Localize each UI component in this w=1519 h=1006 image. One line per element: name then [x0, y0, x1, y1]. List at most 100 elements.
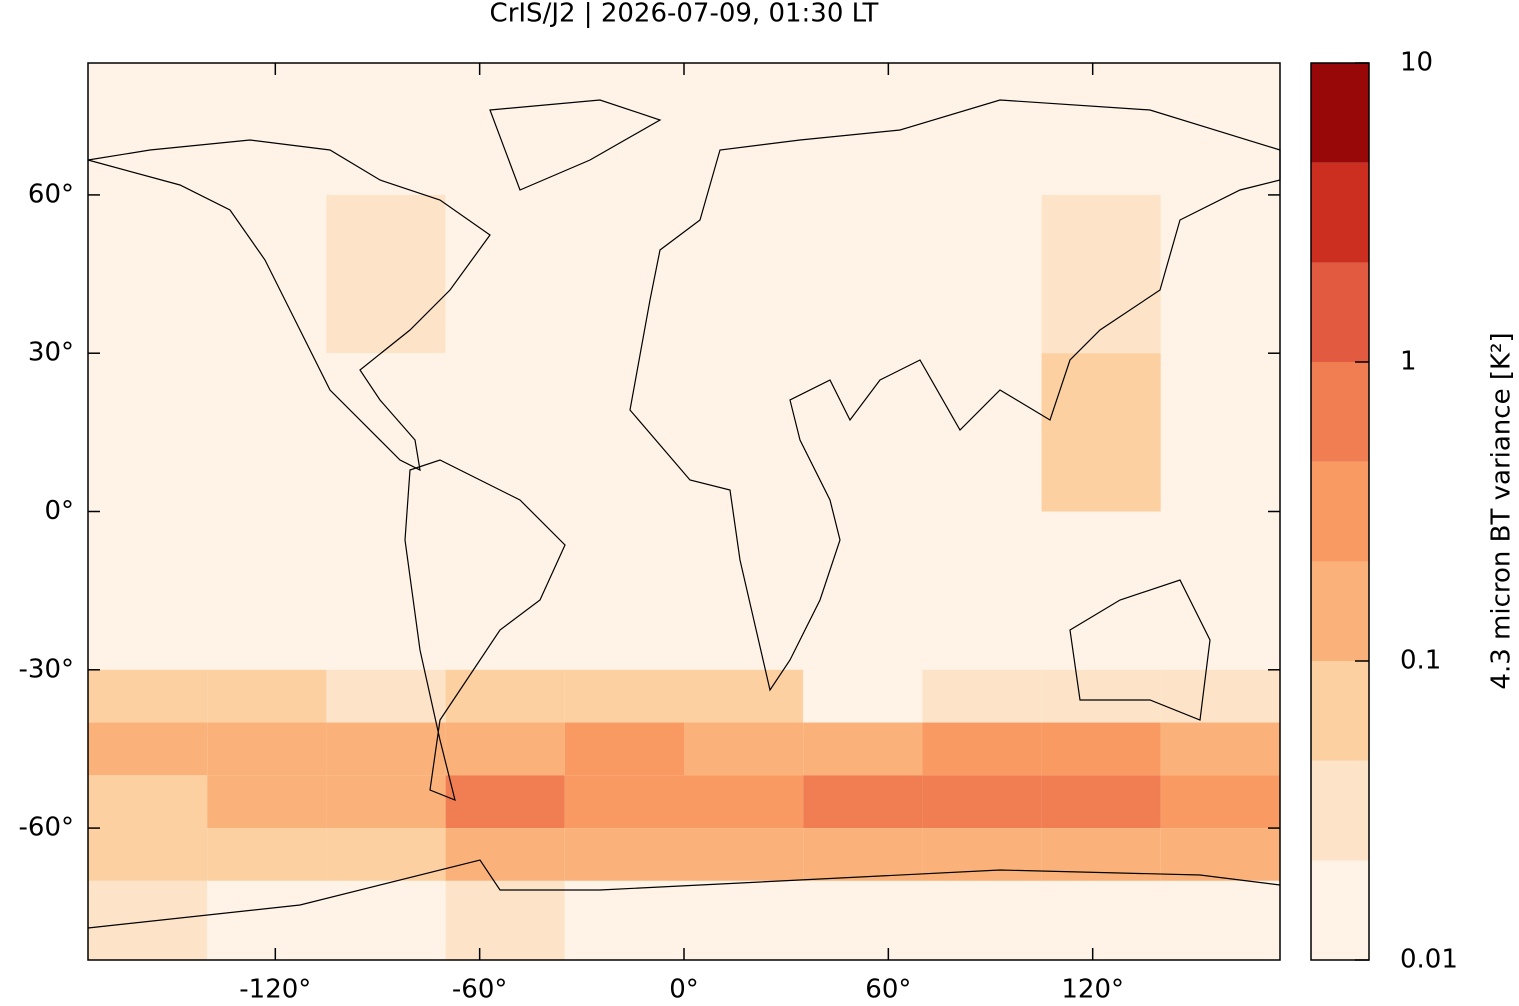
field-cell [445, 194, 565, 354]
field-cell [326, 722, 446, 776]
field-cell [1041, 511, 1161, 670]
field-cell [445, 63, 565, 195]
field-cell [803, 669, 923, 723]
field-cell [1160, 669, 1280, 723]
field-cell [684, 669, 804, 723]
field-cell [803, 353, 923, 512]
map-frame [87, 62, 1281, 961]
field-cell [326, 511, 446, 670]
field-cell [88, 194, 208, 354]
field-cell [684, 722, 804, 776]
field-cell [922, 669, 1042, 723]
field-cell [564, 722, 684, 776]
field-cell [922, 194, 1042, 354]
field-cell [564, 511, 684, 670]
field-cell [803, 722, 923, 776]
field-cell [684, 63, 804, 195]
field-cell [207, 828, 327, 881]
coastline [87, 859, 1281, 929]
field-cell [564, 63, 684, 195]
colorbar-band [1311, 561, 1369, 661]
field-cell [88, 828, 208, 881]
y-tick-label: -30° [19, 654, 74, 684]
field-cell [1160, 880, 1280, 960]
coastlines [87, 99, 1281, 929]
colorbar-band [1311, 262, 1369, 362]
y-tick-label: -60° [19, 813, 74, 843]
colorbar-tick-label: 0.1 [1400, 646, 1441, 676]
field-cell [1160, 194, 1280, 354]
field-cell [88, 722, 208, 776]
field-cell [564, 669, 684, 723]
colorbar-frame [1310, 62, 1370, 961]
field-cell [445, 353, 565, 512]
field-cell [803, 775, 923, 829]
field-cell [1160, 722, 1280, 776]
coastline [1069, 579, 1211, 721]
field-cell [88, 511, 208, 670]
field-cell [564, 194, 684, 354]
field-cell [684, 511, 804, 670]
field-cell [326, 63, 446, 195]
field [88, 63, 1280, 960]
field-cell [922, 775, 1042, 829]
field-cell [564, 353, 684, 512]
field-cell [1160, 353, 1280, 512]
field-cell [684, 880, 804, 960]
colorbar-band [1311, 63, 1369, 163]
field-cell [564, 880, 684, 960]
field-cell [1041, 353, 1161, 512]
coastline [87, 139, 491, 472]
colorbar-band [1311, 461, 1369, 562]
field-cell [445, 880, 565, 960]
colorbar-band [1311, 860, 1369, 960]
field-cell [922, 511, 1042, 670]
field-cell [207, 63, 327, 195]
field-cell [803, 828, 923, 881]
field-cell [445, 511, 565, 670]
colorbar-tick-label: 0.01 [1400, 945, 1458, 975]
field-cell [326, 775, 446, 829]
field-cell [326, 194, 446, 354]
y-tick-label: 0° [44, 496, 74, 526]
field-cell [1160, 63, 1280, 195]
field-cell [803, 511, 923, 670]
field-cell [684, 194, 804, 354]
field-cell [922, 880, 1042, 960]
y-tick-label: 30° [28, 338, 74, 368]
x-tick-label: 120° [1061, 975, 1124, 1003]
field-cell [88, 775, 208, 829]
field-cell [207, 722, 327, 776]
colorbar-tick-label: 10 [1400, 48, 1433, 78]
field-cell [684, 828, 804, 881]
field-cell [207, 669, 327, 723]
colorbar-band [1311, 661, 1369, 761]
field-cell [922, 353, 1042, 512]
field-cell [564, 828, 684, 881]
field-cell [326, 828, 446, 881]
x-tick-label: 0° [669, 975, 699, 1003]
field-cell [684, 775, 804, 829]
field-cell [922, 828, 1042, 881]
coastline [489, 99, 662, 191]
field-cell [326, 353, 446, 512]
field-cell [207, 511, 327, 670]
coastline [629, 99, 1281, 692]
coastline [404, 459, 566, 801]
field-cell [1041, 722, 1161, 776]
field-cell [207, 880, 327, 960]
x-tick-label: -120° [239, 975, 311, 1003]
field-cell [445, 722, 565, 776]
field-cell [88, 63, 208, 195]
field-cell [445, 828, 565, 881]
colorbar-label: 4.3 micron BT variance [K²] [1487, 332, 1517, 689]
x-tick-label: -60° [452, 975, 507, 1003]
colorbar-band [1311, 162, 1369, 263]
field-cell [1160, 775, 1280, 829]
field-cell [803, 194, 923, 354]
field-cell [1041, 194, 1161, 354]
field-cell [564, 775, 684, 829]
field-cell [1041, 669, 1161, 723]
chart-title: CrIS/J2 | 2026-07-09, 01:30 LT [490, 0, 879, 29]
